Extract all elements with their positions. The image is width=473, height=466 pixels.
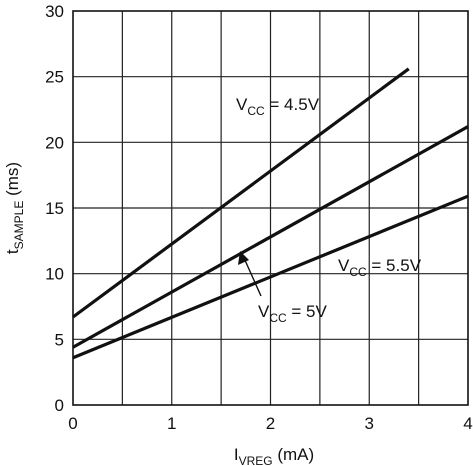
series-label-vcc-5v: VCC = 5V	[258, 302, 328, 325]
tick-labels: 0 1 2 3 4 0 5 10 15 20 25 30	[45, 2, 473, 433]
x-axis-title: IVREG (mA)	[234, 445, 314, 466]
series-line-2	[72, 194, 469, 360]
x-tick-label: 4	[463, 414, 472, 433]
axes	[72, 10, 469, 406]
label-arrow	[238, 251, 262, 297]
series-label-vcc-5-5v: VCC = 5.5V	[338, 256, 422, 279]
y-axis-title: tSAMPLE (ms)	[3, 162, 26, 254]
y-tick-label: 5	[55, 330, 64, 349]
y-tick-label: 0	[55, 396, 64, 415]
y-tick-label: 10	[45, 265, 64, 284]
y-tick-label: 30	[45, 2, 64, 21]
series-line-0	[72, 67, 410, 319]
y-tick-label: 25	[45, 68, 64, 87]
plot-frame	[72, 10, 469, 406]
series-label-vcc-4-5v: VCC = 4.5V	[236, 95, 320, 118]
x-tick-label: 0	[68, 414, 77, 433]
x-tick-label: 2	[266, 414, 275, 433]
y-tick-label: 15	[45, 199, 64, 218]
x-tick-label: 3	[365, 414, 374, 433]
series-lines	[72, 67, 469, 360]
series-line-1	[72, 125, 469, 349]
y-tick-label: 20	[45, 133, 64, 152]
x-tick-label: 1	[167, 414, 176, 433]
